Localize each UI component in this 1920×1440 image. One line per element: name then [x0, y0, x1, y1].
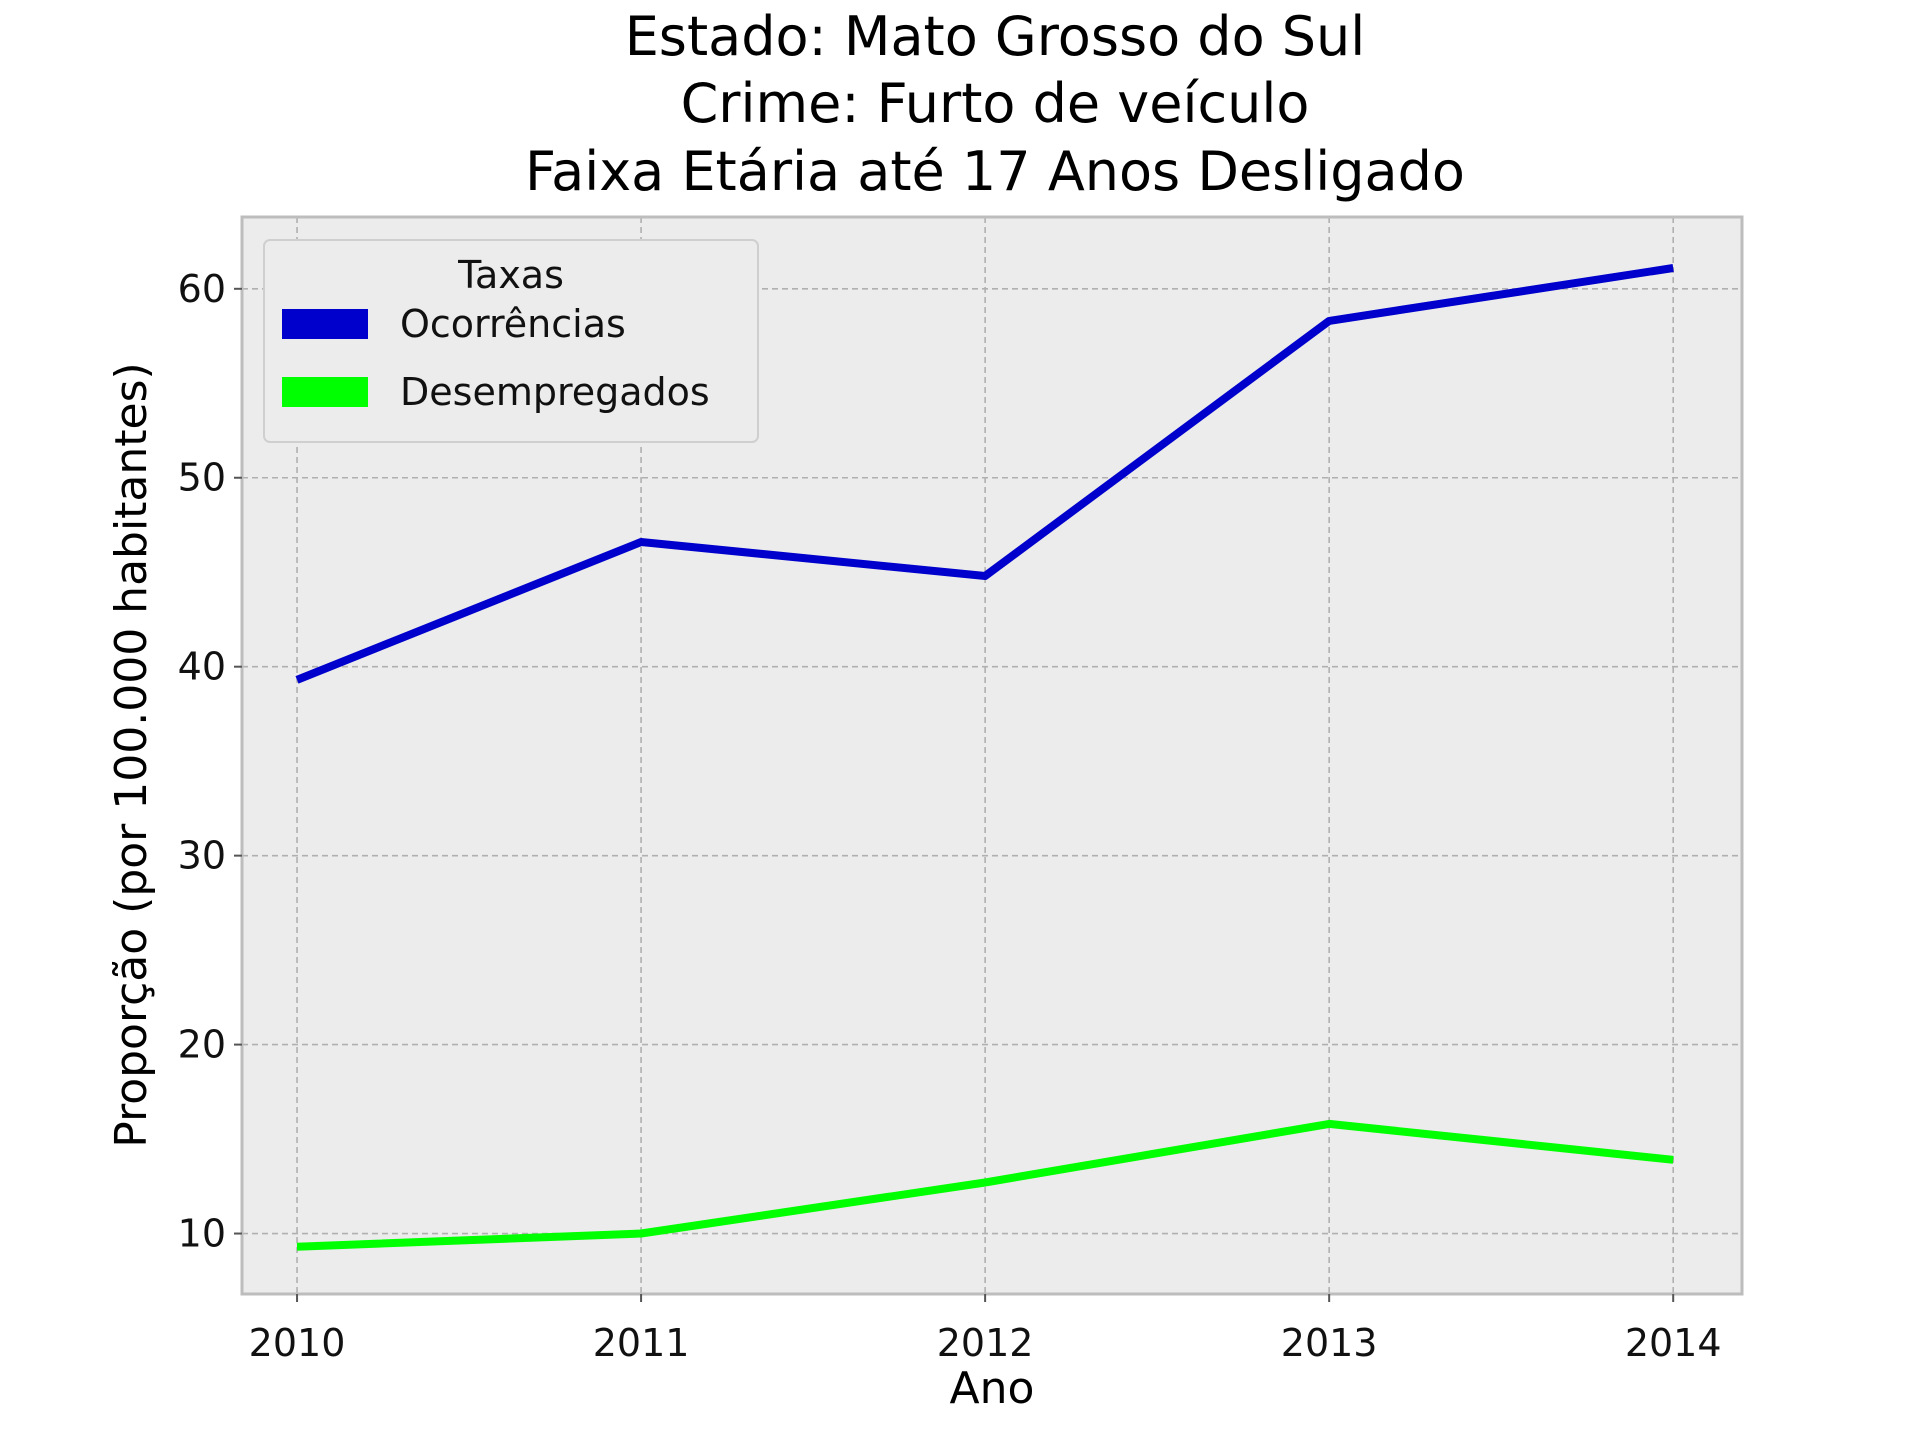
- plot-frame: [240, 215, 1744, 1296]
- series-line-ocorrencias: [295, 264, 1674, 684]
- legend-swatch: [282, 377, 368, 407]
- y-tick-label: 20: [178, 1023, 226, 1067]
- y-tick-label: 10: [178, 1212, 226, 1256]
- x-tick-label: 2011: [593, 1321, 690, 1365]
- y-axis-ticks: 10 20 30 40 50 60: [178, 267, 242, 1256]
- series-lines: [295, 264, 1674, 1251]
- y-tick-label: 60: [178, 267, 226, 311]
- x-axis-ticks: 2010 2011 2012 2013 2014: [249, 1294, 1722, 1365]
- x-tick-label: 2010: [249, 1321, 346, 1365]
- legend-label: Desempregados: [400, 370, 710, 414]
- x-tick-label: 2012: [937, 1321, 1034, 1365]
- legend-title: Taxas: [457, 253, 564, 297]
- chart-title-line-1: Estado: Mato Grosso do Sul: [625, 5, 1366, 68]
- y-tick-label: 40: [178, 645, 226, 689]
- series-line-desempregados: [296, 1119, 1674, 1251]
- legend-swatch: [282, 309, 368, 339]
- x-tick-label: 2014: [1625, 1321, 1722, 1365]
- chart-title-line-3: Faixa Etária até 17 Anos Desligado: [525, 140, 1465, 203]
- legend-items: Ocorrências Desempregados: [282, 302, 710, 414]
- legend: Taxas Ocorrências Desempregados: [263, 239, 759, 443]
- y-tick-label: 30: [178, 834, 226, 878]
- x-tick-label: 2013: [1281, 1321, 1378, 1365]
- legend-box: [263, 239, 759, 443]
- y-tick-label: 50: [178, 456, 226, 500]
- chart-title-line-2: Crime: Furto de veículo: [681, 72, 1310, 135]
- y-axis-label: Proporção (por 100.000 habitantes): [106, 362, 157, 1147]
- legend-label: Ocorrências: [400, 302, 626, 346]
- chart-title: Estado: Mato Grosso do Sul Crime: Furto …: [525, 5, 1465, 203]
- grid: [242, 217, 1742, 1294]
- x-axis-label: Ano: [950, 1363, 1035, 1414]
